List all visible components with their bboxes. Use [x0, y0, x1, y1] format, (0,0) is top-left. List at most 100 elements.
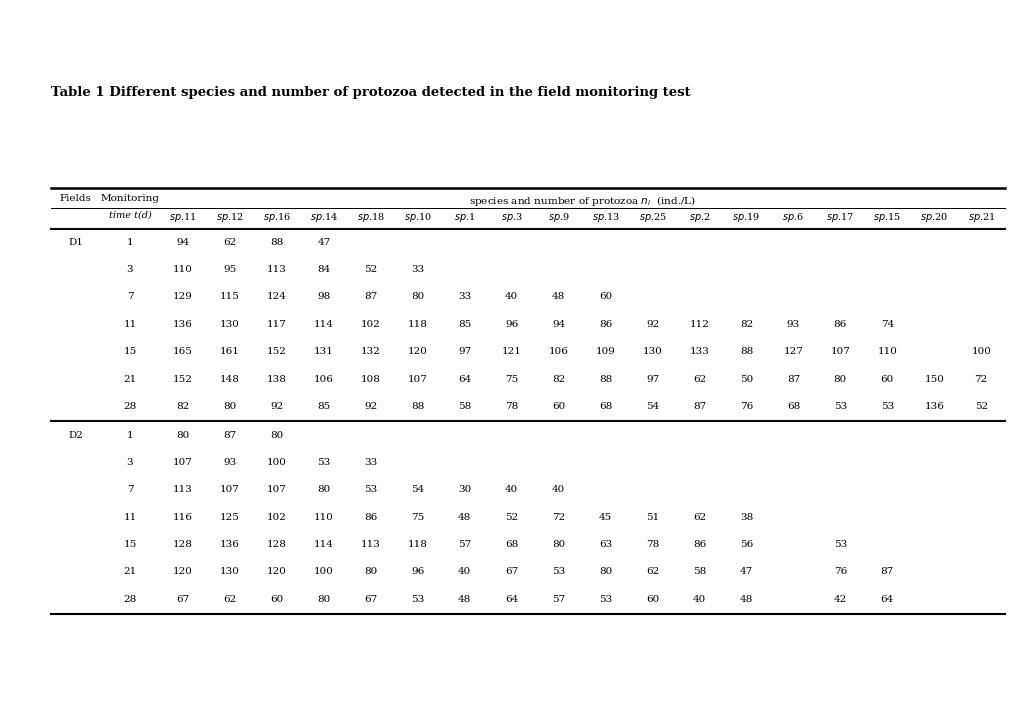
Text: 116: 116	[173, 513, 193, 522]
Text: 128: 128	[173, 540, 193, 549]
Text: 93: 93	[786, 320, 799, 329]
Text: $\it{sp}$.18: $\it{sp}$.18	[357, 211, 384, 224]
Text: 110: 110	[314, 513, 333, 522]
Text: 133: 133	[689, 347, 709, 356]
Text: 165: 165	[173, 347, 193, 356]
Text: $\it{sp}$.19: $\it{sp}$.19	[732, 211, 760, 224]
Text: 136: 136	[923, 402, 944, 411]
Text: 52: 52	[504, 513, 518, 522]
Text: 51: 51	[645, 513, 658, 522]
Text: 33: 33	[458, 292, 471, 302]
Text: 127: 127	[783, 347, 803, 356]
Text: 82: 82	[551, 374, 565, 384]
Text: 150: 150	[923, 374, 944, 384]
Text: 57: 57	[551, 595, 565, 604]
Text: 98: 98	[317, 292, 330, 302]
Text: 114: 114	[314, 540, 333, 549]
Text: 47: 47	[317, 238, 330, 247]
Text: 107: 107	[173, 458, 193, 467]
Text: 86: 86	[692, 540, 705, 549]
Text: 148: 148	[220, 374, 239, 384]
Text: 1: 1	[126, 238, 133, 247]
Text: 87: 87	[879, 567, 893, 577]
Text: 86: 86	[598, 320, 611, 329]
Text: 115: 115	[220, 292, 239, 302]
Text: 87: 87	[786, 374, 799, 384]
Text: 60: 60	[551, 402, 565, 411]
Text: 87: 87	[364, 292, 377, 302]
Text: 40: 40	[692, 595, 705, 604]
Text: 80: 80	[317, 595, 330, 604]
Text: 40: 40	[504, 485, 518, 495]
Text: 94: 94	[551, 320, 565, 329]
Text: $\it{sp}$.12: $\it{sp}$.12	[216, 211, 244, 224]
Text: 60: 60	[270, 595, 283, 604]
Text: 80: 80	[176, 431, 190, 440]
Text: 38: 38	[739, 513, 752, 522]
Text: 48: 48	[458, 595, 471, 604]
Text: 11: 11	[123, 513, 137, 522]
Text: 96: 96	[504, 320, 518, 329]
Text: 33: 33	[411, 265, 424, 274]
Text: D2: D2	[68, 431, 84, 440]
Text: 68: 68	[504, 540, 518, 549]
Text: 125: 125	[220, 513, 239, 522]
Text: 64: 64	[879, 595, 893, 604]
Text: D1: D1	[68, 238, 84, 247]
Text: 94: 94	[176, 238, 190, 247]
Text: 53: 53	[551, 567, 565, 577]
Text: 74: 74	[879, 320, 893, 329]
Text: 112: 112	[689, 320, 709, 329]
Text: 87: 87	[692, 402, 705, 411]
Text: 82: 82	[739, 320, 752, 329]
Text: 62: 62	[692, 374, 705, 384]
Text: 40: 40	[458, 567, 471, 577]
Text: $\it{sp}$.10: $\it{sp}$.10	[404, 211, 431, 224]
Text: 68: 68	[786, 402, 799, 411]
Text: 42: 42	[833, 595, 846, 604]
Text: 48: 48	[458, 513, 471, 522]
Text: 88: 88	[411, 402, 424, 411]
Text: 1: 1	[126, 431, 133, 440]
Text: 84: 84	[317, 265, 330, 274]
Text: 47: 47	[739, 567, 752, 577]
Text: $\it{sp}$.21: $\it{sp}$.21	[967, 211, 994, 224]
Text: 75: 75	[411, 513, 424, 522]
Text: 96: 96	[411, 567, 424, 577]
Text: 80: 80	[411, 292, 424, 302]
Text: 72: 72	[973, 374, 986, 384]
Text: 113: 113	[361, 540, 380, 549]
Text: 40: 40	[551, 485, 565, 495]
Text: 3: 3	[126, 265, 133, 274]
Text: 129: 129	[173, 292, 193, 302]
Text: 117: 117	[267, 320, 286, 329]
Text: $\it{sp}$.16: $\it{sp}$.16	[263, 211, 290, 224]
Text: 113: 113	[173, 485, 193, 495]
Text: time t(d): time t(d)	[109, 211, 151, 220]
Text: 53: 53	[317, 458, 330, 467]
Text: Fields: Fields	[60, 194, 92, 203]
Text: 107: 107	[267, 485, 286, 495]
Text: $\it{sp}$.17: $\it{sp}$.17	[825, 211, 854, 224]
Text: 72: 72	[551, 513, 565, 522]
Text: 114: 114	[314, 320, 333, 329]
Text: $\it{sp}$.20: $\it{sp}$.20	[919, 211, 948, 224]
Text: 161: 161	[220, 347, 239, 356]
Text: 15: 15	[123, 540, 137, 549]
Text: 136: 136	[173, 320, 193, 329]
Text: 62: 62	[692, 513, 705, 522]
Text: 136: 136	[220, 540, 239, 549]
Text: $\it{sp}$.9: $\it{sp}$.9	[547, 211, 569, 224]
Text: 60: 60	[879, 374, 893, 384]
Text: 21: 21	[123, 374, 137, 384]
Text: 100: 100	[314, 567, 333, 577]
Text: 88: 88	[739, 347, 752, 356]
Text: 21: 21	[123, 567, 137, 577]
Text: 30: 30	[458, 485, 471, 495]
Text: 152: 152	[173, 374, 193, 384]
Text: 67: 67	[364, 595, 377, 604]
Text: 130: 130	[220, 320, 239, 329]
Text: 64: 64	[458, 374, 471, 384]
Text: 53: 53	[833, 540, 846, 549]
Text: 87: 87	[223, 431, 236, 440]
